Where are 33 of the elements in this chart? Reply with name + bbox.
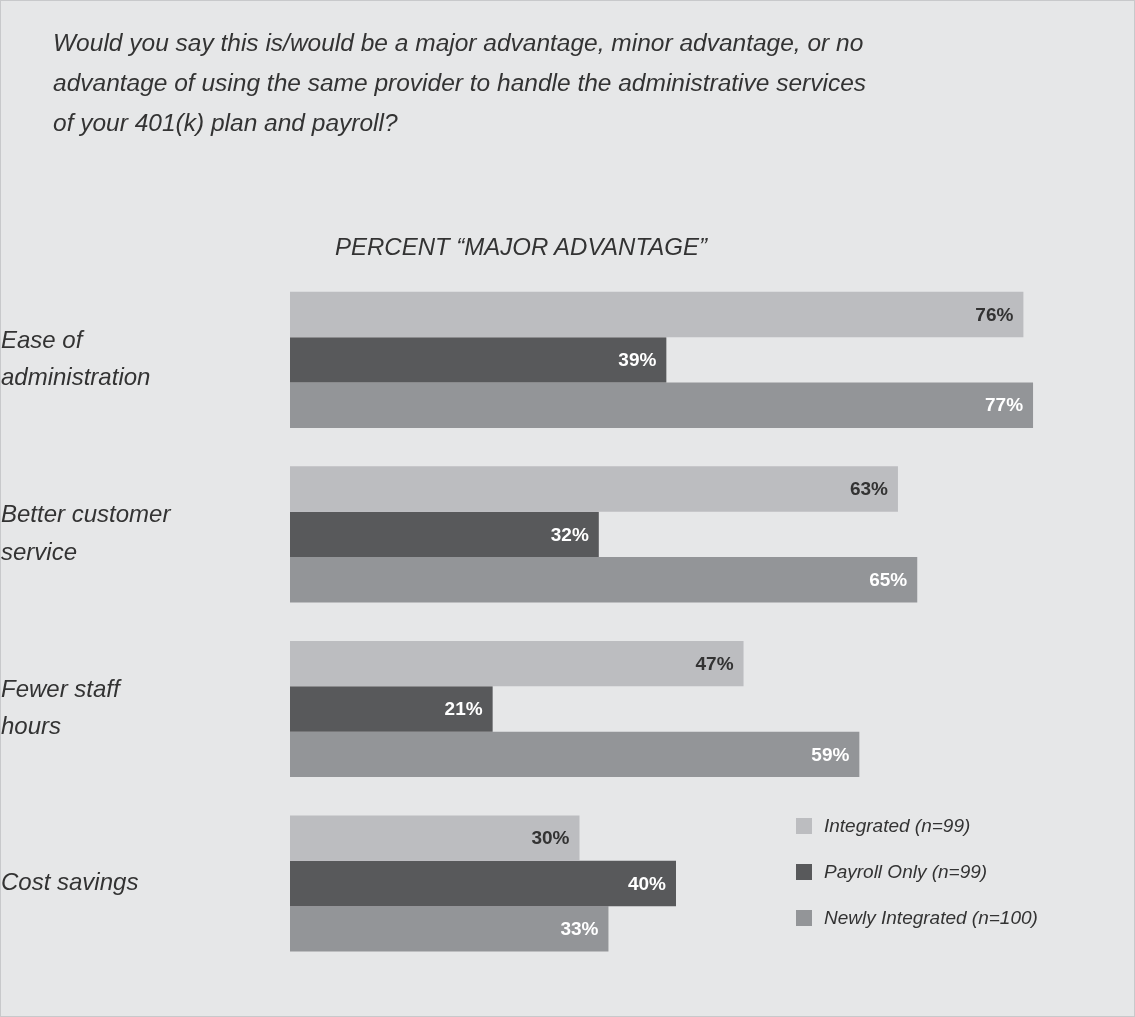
chart-title: Would you say this is/would be a major advantage, minor advantage, or no advantage of using the same provider to handle the administrative services of your 401(k) plan and payroll? [53, 28, 868, 138]
bar [290, 906, 609, 952]
chart-subtitle: PERCENT “MAJOR ADVANTAGE” [333, 233, 709, 261]
data-label: 63% [849, 478, 889, 500]
y-tick-label: Fewer staff hours [1, 675, 123, 740]
bar [290, 511, 599, 558]
data-label: 32% [550, 523, 589, 545]
data-label: 76% [975, 303, 1014, 325]
bar [290, 860, 676, 907]
data-label: 77% [985, 394, 1024, 416]
legend-label: Payroll Only (n=99) [824, 861, 988, 883]
y-tick-label: Better customer service [1, 500, 172, 565]
bar [290, 686, 493, 732]
y-tick-label: Cost savings [1, 868, 139, 896]
bar [290, 466, 898, 512]
bar [290, 291, 1024, 338]
bar [290, 337, 667, 383]
y-tick-label: Ease of administration [1, 325, 151, 391]
data-label: 33% [560, 918, 599, 940]
data-label: 40% [627, 872, 667, 894]
bar [290, 731, 860, 778]
legend-label: Integrated (n=99) [824, 815, 971, 837]
bar [290, 640, 744, 687]
bar [290, 815, 580, 861]
legend-label: Newly Integrated (n=100) [824, 907, 1038, 929]
bar [290, 382, 1034, 428]
data-label: 39% [618, 349, 657, 371]
data-label: 21% [444, 698, 483, 720]
data-label: 30% [531, 827, 570, 849]
data-label: 59% [811, 743, 850, 765]
data-label: 65% [869, 569, 908, 591]
data-label: 47% [695, 652, 734, 674]
bar [290, 557, 918, 603]
